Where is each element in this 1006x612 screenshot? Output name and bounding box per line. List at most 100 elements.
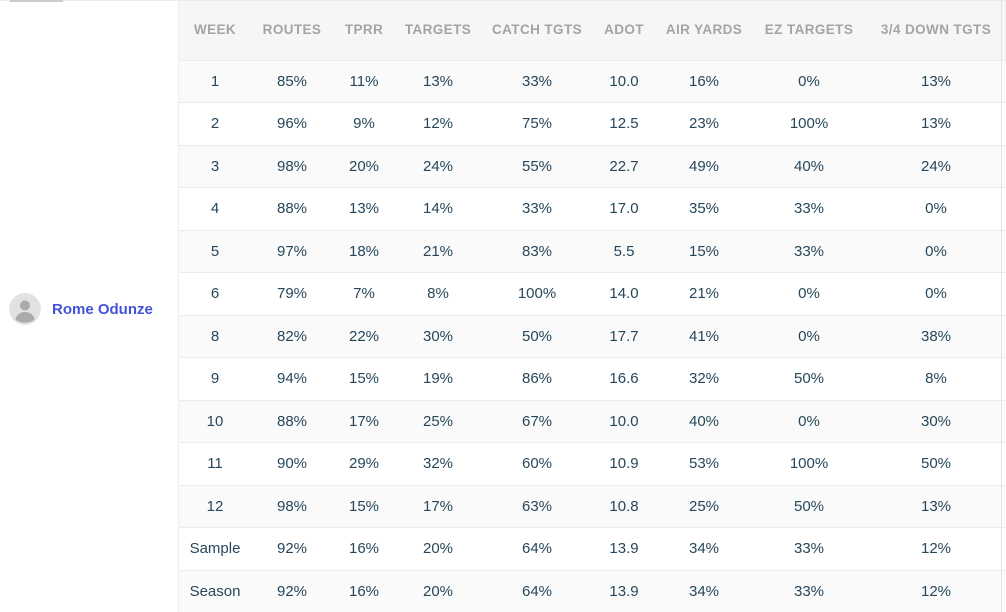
stat-cell: 13.9 — [593, 527, 655, 570]
stat-cell: 33% — [753, 527, 865, 570]
stat-cell: 17.7 — [593, 314, 655, 358]
stat-cell: 20% — [333, 144, 395, 188]
stat-cell: 50% — [481, 314, 593, 358]
stat-cell: 16% — [333, 527, 395, 570]
stat-cell: 50% — [753, 484, 865, 528]
stat-cell: 0% — [753, 399, 865, 443]
stat-cell: 13% — [333, 187, 395, 230]
table-header: WEEK ROUTES TPRR TARGETS CATCH TGTS ADOT AIR Y… — [179, 0, 1006, 60]
stat-cell: 9% — [333, 102, 395, 145]
week-cell: 6 — [179, 272, 251, 315]
table-row: 2 96% 9% 12% 75% 12.5 23% 100% 13% — [179, 102, 1006, 145]
week-cell: 12 — [179, 484, 251, 528]
table-body: 1 85% 11% 13% 33% 10.0 16% 0% 13% 2 96% 9% 12% 75% 12.… — [179, 59, 1006, 612]
table-row: 8 82% 22% 30% 50% 17.7 41% 0% 38% — [179, 314, 1006, 358]
player-name-link[interactable]: Rome Odunze — [52, 300, 153, 318]
stat-cell: 16.6 — [593, 357, 655, 400]
stat-cell: 15% — [333, 357, 395, 400]
stat-cell: 83% — [481, 229, 593, 273]
table-header-row: WEEK ROUTES TPRR TARGETS CATCH TGTS ADOT AIR Y… — [179, 0, 1006, 60]
stat-cell: 5.5 — [593, 229, 655, 273]
column-header-3-4-down-tgts[interactable]: 3/4 DOWN TGTS — [865, 0, 1006, 60]
table-row: 3 98% 20% 24% 55% 22.7 49% 40% 24% — [179, 144, 1006, 188]
stat-cell: 13% — [395, 59, 481, 103]
table-row: 9 94% 15% 19% 86% 16.6 32% 50% 8% — [179, 357, 1006, 400]
stat-cell: 15% — [655, 229, 753, 273]
stat-cell: 13.9 — [593, 569, 655, 612]
stat-cell: 100% — [753, 102, 865, 145]
stat-cell: 75% — [481, 102, 593, 145]
person-icon — [9, 293, 41, 325]
table-row: 6 79% 7% 8% 100% 14.0 21% 0% 0% — [179, 272, 1006, 315]
stat-cell: 17.0 — [593, 187, 655, 230]
stat-cell: 64% — [481, 527, 593, 570]
stat-cell: 49% — [655, 144, 753, 188]
stat-cell: 88% — [251, 399, 333, 443]
stat-cell: 50% — [753, 357, 865, 400]
week-cell: 9 — [179, 357, 251, 400]
stat-cell: 53% — [655, 442, 753, 485]
stat-cell: 0% — [865, 229, 1006, 273]
stat-cell: 90% — [251, 442, 333, 485]
stat-cell: 34% — [655, 527, 753, 570]
column-header-adot[interactable]: ADOT — [593, 0, 655, 60]
column-header-catch-tgts[interactable]: CATCH TGTS — [481, 0, 593, 60]
stat-cell: 86% — [481, 357, 593, 400]
table-row: 10 88% 17% 25% 67% 10.0 40% 0% 30% — [179, 399, 1006, 443]
column-header-air-yards[interactable]: AIR YARDS — [655, 0, 753, 60]
column-header-targets[interactable]: TARGETS — [395, 0, 481, 60]
stat-cell: 18% — [333, 229, 395, 273]
stat-cell: 12% — [395, 102, 481, 145]
column-header-ez-targets[interactable]: EZ TARGETS — [753, 0, 865, 60]
stat-cell: 20% — [395, 527, 481, 570]
stat-cell: 13% — [865, 59, 1006, 103]
stat-cell: 97% — [251, 229, 333, 273]
stat-cell: 50% — [865, 442, 1006, 485]
column-header-routes[interactable]: ROUTES — [251, 0, 333, 60]
week-cell: 1 — [179, 59, 251, 103]
stat-cell: 16% — [655, 59, 753, 103]
stat-cell: 0% — [753, 272, 865, 315]
stat-cell: 60% — [481, 442, 593, 485]
week-cell: 2 — [179, 102, 251, 145]
stat-cell: 63% — [481, 484, 593, 528]
stat-cell: 0% — [865, 187, 1006, 230]
stat-cell: 55% — [481, 144, 593, 188]
player-label[interactable]: Rome Odunze — [9, 293, 153, 325]
column-header-tprr[interactable]: TPRR — [333, 0, 395, 60]
stat-cell: 21% — [655, 272, 753, 315]
stat-cell: 40% — [753, 144, 865, 188]
stat-cell: 67% — [481, 399, 593, 443]
stat-cell: 33% — [481, 187, 593, 230]
stat-cell: 32% — [655, 357, 753, 400]
stat-cell: 17% — [333, 399, 395, 443]
stat-cell: 0% — [753, 59, 865, 103]
stat-cell: 98% — [251, 144, 333, 188]
stat-cell: 100% — [753, 442, 865, 485]
stat-cell: 22.7 — [593, 144, 655, 188]
stat-cell: 19% — [395, 357, 481, 400]
stat-cell: 30% — [865, 399, 1006, 443]
stat-cell: 10.0 — [593, 399, 655, 443]
stat-cell: 25% — [655, 484, 753, 528]
week-cell: 3 — [179, 144, 251, 188]
stat-cell: 17% — [395, 484, 481, 528]
column-header-week[interactable]: WEEK — [179, 0, 251, 60]
top-border-line — [0, 0, 1006, 1]
table-right-border — [1001, 0, 1002, 612]
stat-cell: 82% — [251, 314, 333, 358]
stat-cell: 15% — [333, 484, 395, 528]
stat-cell: 38% — [865, 314, 1006, 358]
stat-cell: 96% — [251, 102, 333, 145]
stat-cell: 12% — [865, 527, 1006, 570]
stat-cell: 88% — [251, 187, 333, 230]
week-cell: 4 — [179, 187, 251, 230]
stat-cell: 79% — [251, 272, 333, 315]
stats-table: WEEK ROUTES TPRR TARGETS CATCH TGTS ADOT AIR Y… — [178, 0, 1006, 612]
stat-cell: 12% — [865, 569, 1006, 612]
stat-cell: 8% — [865, 357, 1006, 400]
stat-cell: 98% — [251, 484, 333, 528]
stat-cell: 35% — [655, 187, 753, 230]
stat-cell: 14.0 — [593, 272, 655, 315]
